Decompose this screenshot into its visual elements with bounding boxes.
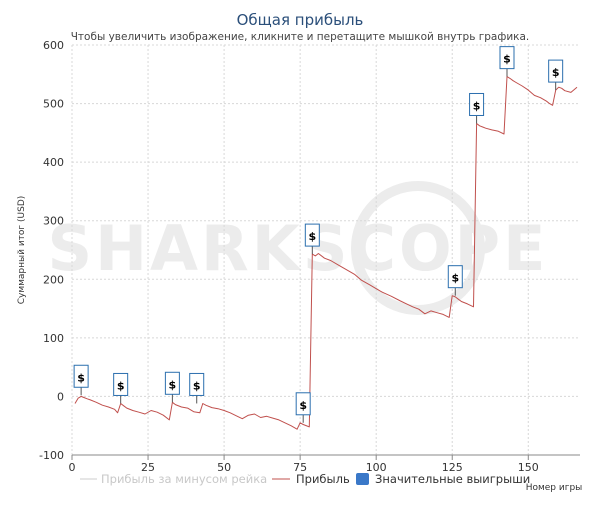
x-tick-label: 100 — [366, 461, 387, 474]
big-win-symbol: $ — [552, 66, 560, 79]
chart-title: Общая прибыль — [237, 11, 364, 29]
big-win-box — [113, 372, 129, 396]
big-win-box — [295, 392, 311, 416]
y-tick-label: -100 — [39, 449, 64, 462]
big-win-marker: $ — [164, 371, 180, 403]
y-tick-label: 0 — [57, 390, 64, 403]
legend-item-net-profit: Прибыль за минусом рейка — [101, 472, 267, 486]
y-axis-label: Суммарный итог (USD) — [17, 196, 27, 305]
big-win-symbol: $ — [117, 379, 125, 392]
big-win-marker: $ — [189, 372, 205, 404]
series-layer — [74, 76, 578, 430]
big-win-box — [189, 372, 205, 396]
big-win-marker: $ — [499, 46, 515, 77]
axes: -100 0 100 200 300 400 500 600 0 25 50 75 100 125 150 — [39, 39, 580, 474]
series-line-profit — [74, 76, 578, 430]
legend-item-profit: Прибыль — [296, 472, 350, 486]
y-tick-label: 300 — [43, 215, 64, 228]
y-tick-label: 100 — [43, 332, 64, 345]
big-win-symbol: $ — [169, 378, 177, 391]
watermark-crosshair — [351, 181, 485, 315]
y-tick-label: 200 — [43, 273, 64, 286]
big-win-marker: $ — [548, 59, 564, 91]
big-win-marker: $ — [295, 392, 311, 423]
y-tick-label: 400 — [43, 156, 64, 169]
y-tick-label: 600 — [43, 39, 64, 52]
big-win-symbol: $ — [193, 379, 201, 392]
big-win-box — [73, 364, 89, 388]
big-win-marker: $ — [447, 265, 463, 296]
x-tick-label: 75 — [293, 461, 307, 474]
big-win-markers: $ $ $ $ $ $ $ $ $ $ — [73, 46, 564, 423]
x-tick-label: 150 — [518, 461, 539, 474]
big-win-marker: $ — [304, 223, 320, 255]
big-win-box — [548, 59, 564, 83]
x-tick-label: 50 — [217, 461, 231, 474]
x-tick-label: 25 — [141, 461, 155, 474]
legend-swatch-big-wins — [356, 473, 369, 485]
big-win-symbol: $ — [451, 272, 459, 285]
big-win-marker: $ — [73, 364, 89, 396]
big-win-symbol: $ — [77, 371, 85, 384]
chart-subtitle: Чтобы увеличить изображение, кликните и … — [71, 31, 530, 43]
grid-lines — [71, 44, 580, 456]
big-win-box — [164, 371, 180, 395]
big-win-marker: $ — [469, 92, 485, 124]
x-tick-label: 125 — [442, 461, 463, 474]
big-win-symbol: $ — [308, 230, 316, 243]
big-win-box — [469, 92, 485, 116]
big-win-symbol: $ — [473, 99, 481, 112]
big-win-marker: $ — [113, 372, 129, 404]
big-win-symbol: $ — [299, 399, 307, 412]
x-tick-label: 0 — [69, 461, 76, 474]
legend-item-big-wins: Значительные выигрыши — [375, 472, 530, 486]
legend: Прибыль за минусом рейка Прибыль Значитель… — [80, 472, 530, 486]
x-axis-label: Номер игры — [526, 483, 583, 493]
big-win-box — [447, 265, 463, 289]
y-tick-label: 500 — [43, 98, 64, 111]
big-win-box — [304, 223, 320, 247]
big-win-symbol: $ — [503, 53, 511, 66]
big-win-box — [499, 46, 515, 70]
